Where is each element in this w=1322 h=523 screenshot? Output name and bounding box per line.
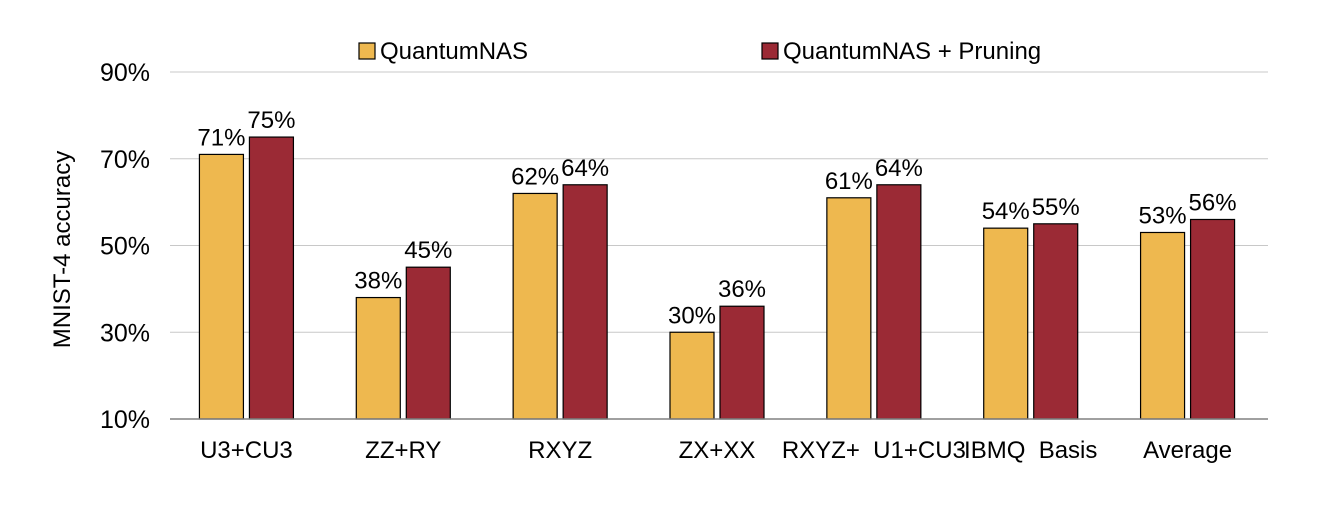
bar-quantumnas bbox=[355, 296, 401, 420]
y-tick-label: 50% bbox=[100, 233, 150, 261]
y-tick-label: 30% bbox=[100, 319, 150, 347]
data-label: 54% bbox=[982, 198, 1030, 225]
data-label: 61% bbox=[825, 168, 873, 195]
y-tick-label: 90% bbox=[100, 59, 150, 87]
data-labels: 71%75%38%45%62% 64%30%36%61% 64%54% 55% 53% 5… bbox=[197, 107, 1236, 329]
legend-swatch bbox=[761, 42, 779, 60]
data-label: 71% bbox=[197, 124, 245, 151]
x-tick-label: ZX+XX bbox=[679, 437, 756, 464]
data-label: 64% bbox=[561, 155, 609, 182]
legend: QuantumNAS QuantumNAS + Pruning bbox=[358, 38, 1041, 65]
bar-quantumnas-pruning bbox=[562, 184, 608, 420]
bar-quantumnas-pruning bbox=[876, 184, 922, 420]
bar-quantumnas-pruning bbox=[719, 305, 765, 420]
data-label: 53% bbox=[1139, 202, 1187, 229]
bar-quantumnas-pruning bbox=[248, 136, 295, 420]
y-tick-label: 10% bbox=[100, 406, 150, 434]
x-tick-label: ZZ+RY bbox=[365, 437, 441, 464]
x-tick-label: IBMQ Basis bbox=[964, 437, 1097, 464]
bar-quantumnas bbox=[512, 192, 558, 420]
legend-label: QuantumNAS bbox=[380, 38, 528, 65]
data-label: 45% bbox=[404, 237, 452, 264]
axes: 10% 30% 50% 70% 90% MNIST-4 accuracy U3+CU3 ZZ+… bbox=[49, 59, 1268, 464]
bar-quantumnas bbox=[1139, 231, 1186, 420]
data-label: 75% bbox=[247, 107, 295, 134]
x-tick-label: U3+CU3 bbox=[200, 437, 293, 464]
data-label: 56% bbox=[1189, 189, 1237, 216]
bar-quantumnas bbox=[198, 153, 245, 420]
legend-swatch bbox=[358, 42, 376, 60]
data-label: 55% bbox=[1032, 194, 1080, 221]
x-tick-label: RXYZ bbox=[528, 437, 592, 464]
x-tick-label: RXYZ+ U1+CU3 bbox=[782, 437, 966, 464]
data-label: 36% bbox=[718, 276, 766, 303]
bar-quantumnas bbox=[983, 227, 1029, 420]
bar-quantumnas-pruning bbox=[405, 266, 451, 420]
legend-label: QuantumNAS + Pruning bbox=[783, 38, 1041, 65]
y-tick-label: 70% bbox=[100, 146, 150, 174]
data-label: 30% bbox=[668, 302, 716, 329]
bar-quantumnas bbox=[826, 197, 872, 420]
x-tick-label: Average bbox=[1143, 437, 1232, 464]
bar-quantumnas-pruning bbox=[1189, 218, 1236, 420]
data-label: 64% bbox=[875, 155, 923, 182]
bar-quantumnas-pruning bbox=[1033, 223, 1079, 420]
data-label: 38% bbox=[354, 268, 402, 295]
y-axis-title: MNIST-4 accuracy bbox=[49, 151, 76, 348]
gridlines bbox=[170, 71, 1268, 333]
bar-quantumnas bbox=[669, 331, 715, 420]
data-label: 62% bbox=[511, 163, 559, 190]
